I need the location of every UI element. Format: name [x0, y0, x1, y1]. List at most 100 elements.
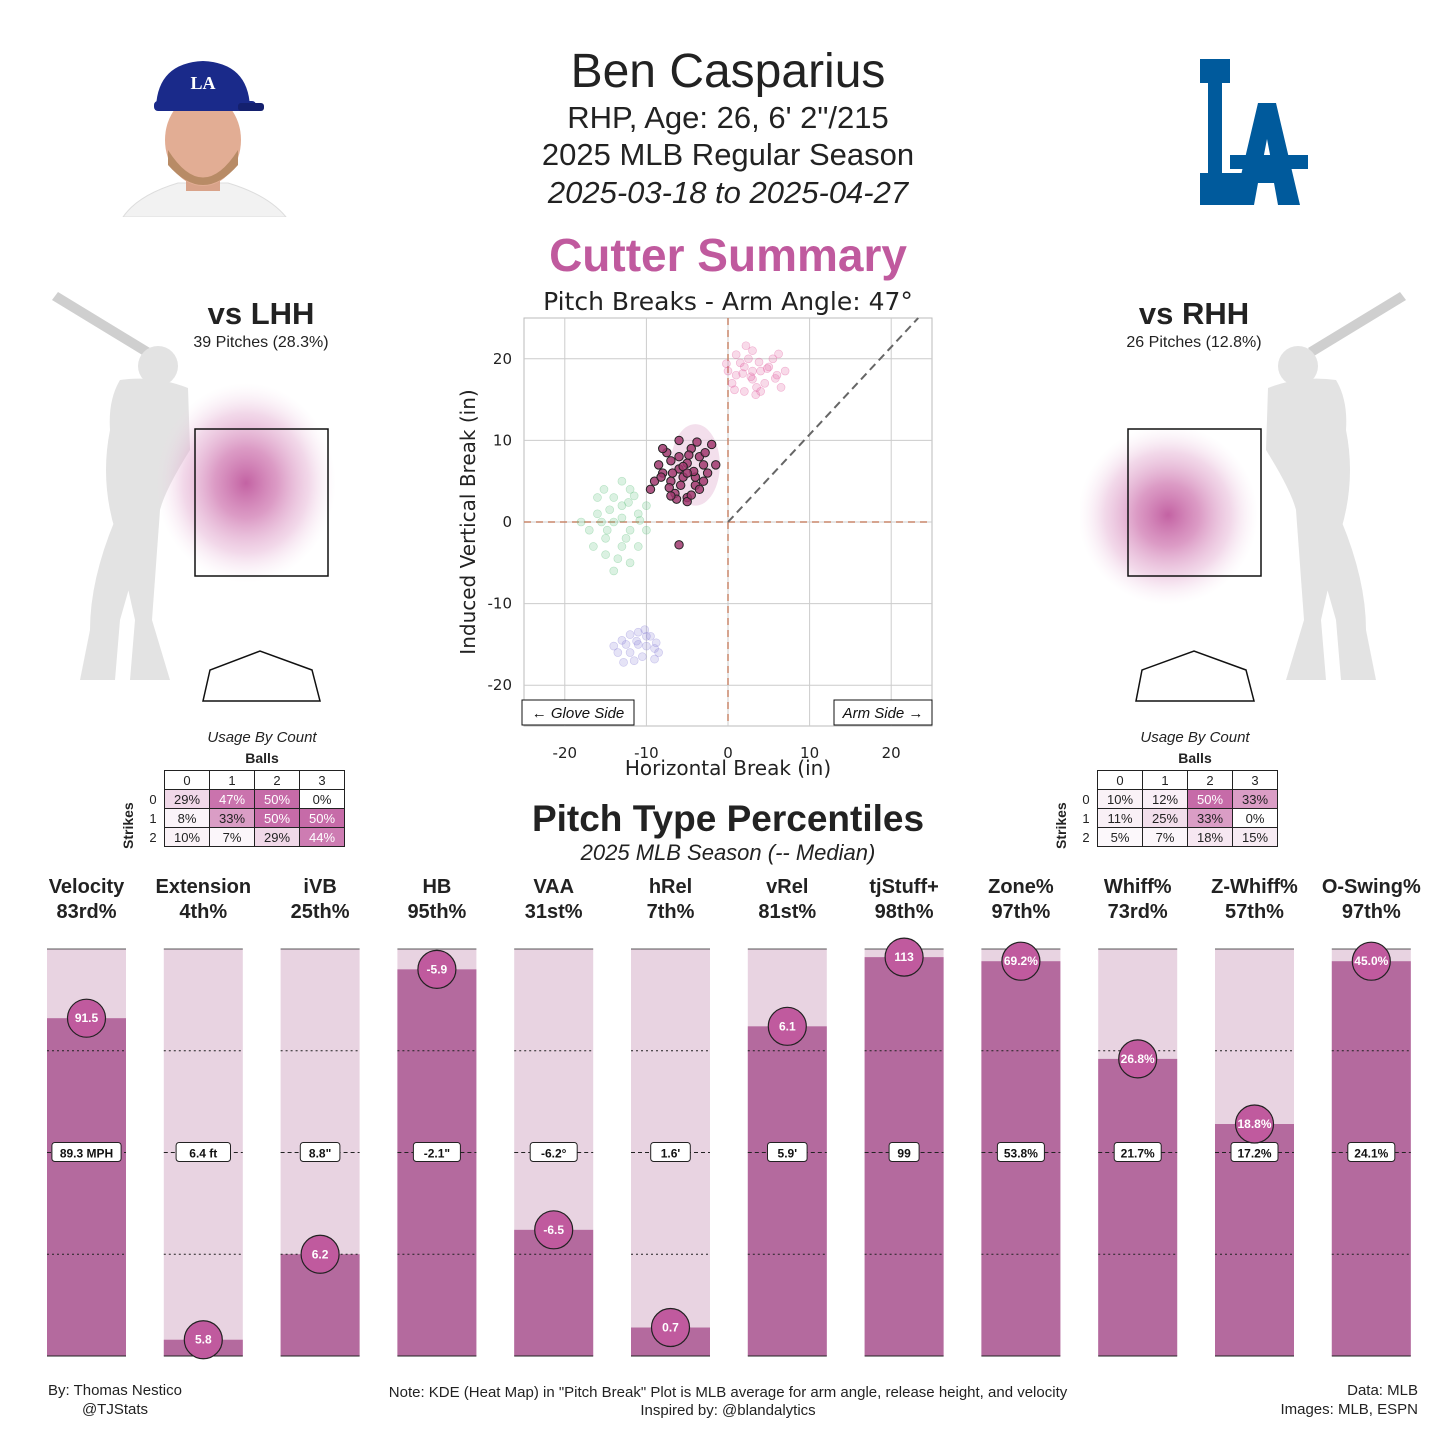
break-point — [621, 534, 631, 543]
break-point — [593, 493, 602, 502]
break-point — [638, 652, 647, 661]
break-point — [617, 501, 627, 510]
break-point — [772, 370, 782, 380]
break-point — [650, 654, 659, 664]
break-point — [756, 366, 765, 376]
break-point — [684, 450, 694, 460]
usage-cell: 29% — [164, 789, 210, 809]
break-point — [692, 437, 702, 447]
break-point — [632, 636, 641, 646]
metric-label: Z-Whiff% — [1211, 876, 1298, 898]
usage-cell: 7% — [1142, 827, 1188, 847]
usage-cell: 33% — [209, 808, 255, 828]
break-point — [625, 525, 635, 535]
break-point — [624, 498, 633, 507]
arm-angle-line — [727, 317, 919, 523]
lhh-usage-title: Usage By Count — [207, 729, 317, 746]
percentile-label: 4th% — [179, 901, 227, 923]
break-point — [731, 370, 741, 380]
median-value-label: 6.4 ft — [189, 1147, 217, 1161]
break-point — [597, 517, 606, 527]
break-point — [780, 366, 790, 376]
percentile-label: 83rd% — [56, 901, 116, 923]
break-x-tick-label: -10 — [634, 744, 659, 762]
break-point — [601, 534, 610, 543]
usage-cell: 50% — [254, 789, 300, 809]
break-y-tick-label: 10 — [493, 431, 512, 449]
player-name: Ben Casparius — [570, 45, 886, 98]
percentile-bar-group: Z-Whiff% 57th% 17.2% 18.8% — [1211, 876, 1298, 1357]
usage-cell: 0% — [299, 789, 345, 809]
player-value-label: 18.8% — [1237, 1117, 1271, 1131]
break-y-tick-label: -20 — [488, 676, 513, 694]
home-plate-icon — [1135, 650, 1255, 702]
usage-cell: 15% — [1232, 827, 1278, 847]
median-value-box — [767, 1142, 808, 1162]
break-point — [613, 554, 623, 564]
break-point — [746, 372, 756, 382]
percentile-bar-group: vRel 81st% 5.9' 6.1 — [747, 876, 827, 1357]
player-value-marker — [1351, 941, 1391, 981]
break-point — [629, 491, 639, 501]
player-value-label: 6.1 — [779, 1019, 796, 1033]
player-value-marker — [884, 937, 924, 977]
percentile-label: 95th% — [407, 901, 466, 923]
median-value-label: 21.7% — [1121, 1147, 1155, 1161]
median-value-label: 53.8% — [1004, 1147, 1038, 1161]
break-point — [674, 452, 684, 462]
median-value-label: 24.1% — [1354, 1147, 1388, 1161]
rhh-strike-zone — [1127, 428, 1262, 577]
usage-cell: 5% — [1097, 827, 1143, 847]
usage-cell: 29% — [254, 827, 300, 847]
break-point — [617, 636, 627, 645]
arm-side-box — [833, 699, 933, 726]
median-value-box — [1113, 1142, 1162, 1162]
ball-header: 0 — [164, 770, 210, 790]
median-value-label: 5.9' — [778, 1147, 798, 1161]
median-value-label: -6.2° — [541, 1147, 567, 1161]
batter-silhouette-icon — [1266, 292, 1406, 680]
footer-inspired: Inspired by: @blandalytics — [640, 1402, 816, 1419]
player-value-marker — [1234, 1104, 1275, 1144]
break-point — [642, 501, 651, 510]
percentile-label: 57th% — [1225, 901, 1284, 923]
break-point — [682, 468, 692, 478]
break-point — [700, 447, 710, 458]
rhh-usage-table: 0 1 2 3 0 10% 12% 50% 33% 1 11% 25% 33% … — [1075, 770, 1278, 847]
break-point — [698, 476, 709, 486]
break-point — [617, 476, 627, 486]
break-point — [599, 485, 609, 494]
break-point — [619, 658, 628, 667]
break-point — [601, 550, 610, 559]
percentile-bar — [514, 1229, 594, 1356]
strike-header: 1 — [149, 810, 157, 826]
lhh-kde-heatmap — [156, 383, 336, 583]
percentile-bar — [1098, 1058, 1178, 1356]
median-value-label: 8.8" — [309, 1147, 331, 1161]
break-point — [735, 358, 745, 368]
break-point — [656, 472, 666, 482]
break-point — [686, 490, 696, 500]
break-point — [727, 378, 737, 388]
usage-cell: 11% — [1097, 808, 1143, 828]
break-y-tick-label: 20 — [493, 350, 512, 368]
player-value-marker — [183, 1320, 223, 1360]
percentile-bar — [47, 1018, 126, 1356]
break-point — [711, 460, 721, 470]
median-value-box — [996, 1142, 1045, 1162]
usage-cell: 44% — [299, 827, 345, 847]
break-point — [625, 558, 635, 568]
break-point — [754, 357, 764, 367]
glove-side-label: ← Glove Side — [532, 705, 625, 722]
summary-title: Cutter Summary — [549, 229, 907, 281]
strike-header: 1 — [1082, 810, 1090, 826]
player-value-marker — [66, 998, 107, 1038]
break-point — [760, 378, 770, 388]
break-point — [609, 493, 619, 502]
break-point — [748, 346, 757, 355]
player-headshot: LA — [118, 55, 288, 218]
usage-cell: 50% — [254, 808, 300, 828]
break-point — [589, 542, 598, 551]
player-headshot-icon: LA — [122, 61, 288, 218]
usage-cell: 18% — [1187, 827, 1233, 847]
